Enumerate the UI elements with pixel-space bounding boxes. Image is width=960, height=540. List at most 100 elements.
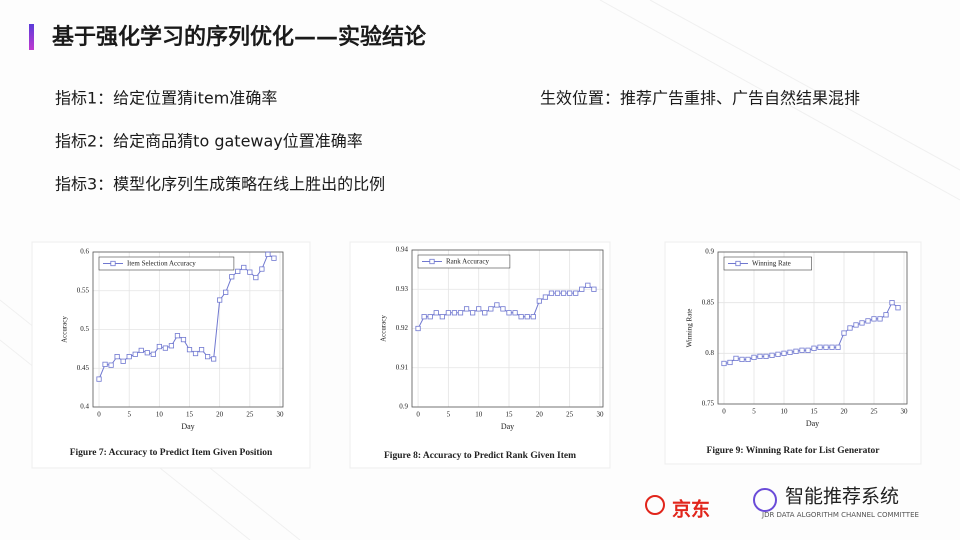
point-marker [463,306,470,312]
point-marker [542,294,548,300]
point-marker [150,351,156,357]
point-marker [889,300,895,306]
point-marker [733,355,739,362]
point-marker [144,350,150,356]
x-tick-label: 20 [841,408,849,416]
point-marker [235,268,241,274]
point-marker [757,353,763,359]
point-marker [799,347,805,353]
point-marker [415,325,421,332]
point-marker [457,310,464,316]
point-marker [835,344,841,350]
x-tick-label: 10 [781,408,789,416]
x-tick-label: 20 [536,411,544,419]
metric: 指标2：给定商品猜to gateway位置准确率 [55,132,363,151]
y-axis-label: Accuracy [61,316,69,343]
point-marker [793,348,799,354]
plot-frame [717,251,908,405]
figure-caption: Figure 8: Accuracy to Predict Rank Given… [384,451,576,461]
point-marker [162,345,168,351]
legend-marker [110,260,116,267]
point-marker [560,290,567,296]
point-marker [871,316,877,322]
brand-subtitle: JDR DATA ALGORITHM CHANNEL COMMITTEE [761,511,919,519]
x-tick-label: 5 [752,408,756,416]
x-tick-label: 15 [811,408,819,416]
effect-position: 生效位置：推荐广告重排、广告自然结果混排 [540,89,860,108]
point-marker [811,345,817,351]
y-tick-label: 0.45 [77,364,90,372]
legend-box [723,256,812,271]
logo-jd: 京东 [672,498,710,521]
point-marker [229,274,235,280]
x-tick-label: 15 [186,411,194,419]
x-tick-label: 0 [722,408,726,416]
y-tick-label: 0.5 [80,325,89,333]
point-marker [591,286,597,292]
point-marker [138,347,144,354]
y-tick-label: 0.9 [399,403,408,411]
title-accent [29,24,34,50]
point-marker [192,350,199,357]
point-marker [451,310,458,316]
point-marker [721,360,727,367]
point-marker [518,314,524,320]
point-marker [174,333,181,339]
point-marker [841,330,847,336]
point-marker [506,310,512,316]
point-marker [530,314,536,320]
y-tick-label: 0.4 [80,403,89,411]
point-marker [476,306,482,312]
point-marker [205,354,211,360]
point-marker [781,350,787,356]
y-tick-label: 0.75 [702,400,715,408]
figure-panel [349,241,611,469]
y-tick-label: 0.9 [705,248,714,256]
y-tick-label: 0.94 [396,246,409,254]
point-marker [482,310,488,316]
figure-panel [31,241,311,469]
point-marker [114,354,120,360]
point-marker [271,255,277,261]
y-tick-label: 0.55 [77,286,90,294]
point-marker [217,297,223,303]
point-marker [865,318,871,324]
x-tick-label: 25 [246,411,254,419]
y-tick-label: 0.6 [80,248,89,256]
point-marker [108,362,114,368]
x-tick-label: 0 [97,411,101,419]
point-marker [126,354,132,360]
x-tick-label: 25 [566,411,574,419]
point-marker [567,290,573,296]
point-marker [585,282,591,288]
point-marker [247,269,253,275]
plot-frame [411,249,604,408]
point-marker [168,343,175,349]
point-marker [579,286,585,292]
legend-label: Winning Rate [752,260,791,268]
point-marker [259,266,265,272]
point-marker [787,349,793,355]
legend-marker [735,260,741,267]
point-marker [500,306,506,312]
point-marker [524,314,530,320]
point-marker [817,344,823,350]
x-tick-label: 5 [447,411,451,419]
point-marker [512,310,518,316]
point-marker [102,361,108,367]
point-marker [96,376,102,382]
point-marker [433,310,439,316]
point-marker [883,312,889,318]
brand-icon [753,488,777,512]
point-marker [895,305,901,311]
point-marker [265,251,271,257]
x-tick-label: 30 [596,411,604,419]
x-tick-label: 5 [127,411,131,419]
point-marker [751,354,757,360]
point-marker [847,325,853,331]
point-marker [470,310,476,316]
metric: 指标3：模型化序列生成策略在线上胜出的比例 [55,175,385,194]
x-tick-label: 0 [416,411,420,419]
